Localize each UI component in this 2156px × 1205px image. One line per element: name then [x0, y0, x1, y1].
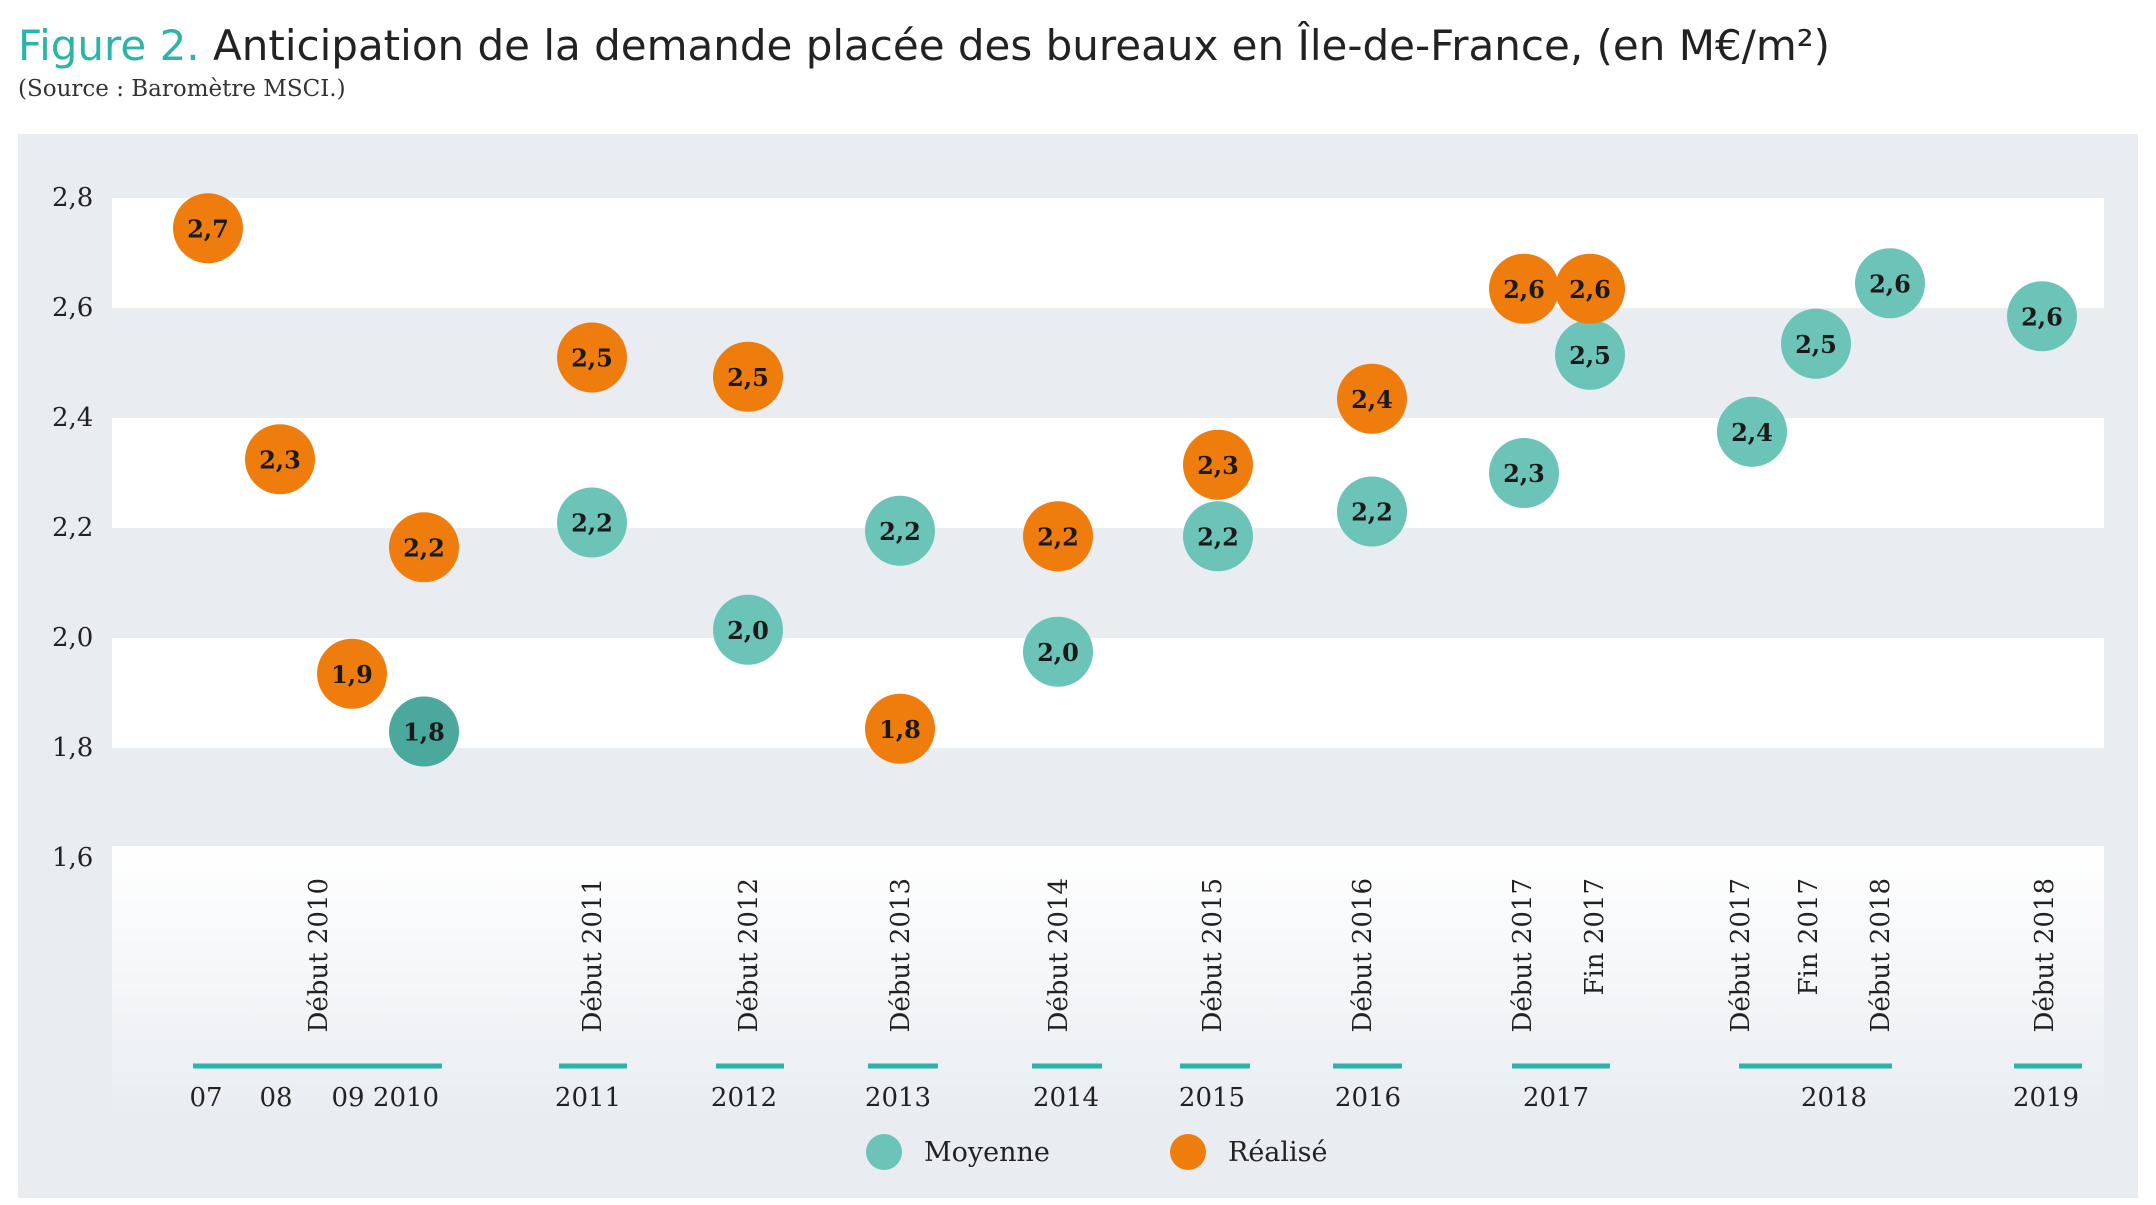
point-moyenne [1337, 476, 1407, 547]
year-label: 2019 [2013, 1083, 2079, 1113]
point-moyenne [389, 696, 459, 767]
point-realise [557, 322, 627, 393]
point-moyenne [2007, 281, 2077, 352]
point-realise [865, 693, 935, 764]
point-label-realise: 2,5 [571, 344, 613, 373]
year-label: 2018 [1801, 1083, 1867, 1113]
year-label: 2012 [711, 1083, 777, 1113]
year-label: 2011 [555, 1083, 621, 1113]
point-label-moyenne: 2,2 [571, 509, 613, 538]
point-label-realise: 2,3 [1197, 451, 1239, 480]
point-moyenne [865, 495, 935, 566]
point-label-moyenne: 2,6 [1869, 269, 1911, 298]
point-realise [713, 341, 783, 412]
legend-item-moyenne: Moyenne [866, 1134, 1050, 1170]
point-label-moyenne: 2,3 [1503, 459, 1545, 488]
y-tick-label: 2,0 [52, 623, 93, 653]
point-moyenne [713, 594, 783, 665]
point-moyenne [1781, 308, 1851, 379]
year-label: 2017 [1523, 1083, 1589, 1113]
point-label-realise: 2,3 [259, 445, 301, 474]
point-realise [1023, 501, 1093, 572]
x-label-area [112, 846, 2104, 1116]
year-label: 2013 [865, 1083, 931, 1113]
point-label-realise: 1,8 [879, 715, 921, 744]
point-moyenne [1555, 319, 1625, 390]
point-label-moyenne: 2,2 [1197, 522, 1239, 551]
y-tick-label: 2,4 [52, 403, 93, 433]
point-moyenne [1489, 438, 1559, 508]
year-label: 2014 [1033, 1083, 1099, 1113]
point-label-moyenne: 2,5 [1795, 330, 1837, 359]
point-realise [1183, 429, 1253, 500]
figure-source: (Source : Baromètre MSCI.) [18, 76, 346, 102]
year-label: 07 [189, 1083, 222, 1113]
period-label: Début 2016 [1348, 878, 1378, 1033]
chart-legend: Moyenne Réalisé [0, 1134, 2156, 1184]
y-tick-label: 2,2 [52, 513, 93, 543]
period-label: Début 2017 [1508, 878, 1538, 1033]
legend-swatch-realise [1170, 1134, 1206, 1170]
period-label: Début 2018 [2030, 878, 2060, 1033]
point-realise [173, 193, 243, 264]
figure-number: Figure 2. [18, 21, 200, 70]
period-label: Fin 2017 [1794, 878, 1824, 996]
period-label: Début 2012 [734, 878, 764, 1033]
y-tick-label: 2,8 [52, 183, 93, 213]
figure-title: Figure 2. Anticipation de la demande pla… [18, 18, 1830, 74]
point-label-realise: 2,2 [403, 533, 445, 562]
period-label: Début 2013 [886, 878, 916, 1033]
point-label-realise: 2,6 [1503, 275, 1545, 304]
point-moyenne [1855, 248, 1925, 319]
point-realise [1555, 253, 1625, 324]
period-label: Début 2015 [1198, 878, 1228, 1033]
point-realise [389, 512, 459, 583]
year-label: 09 [331, 1083, 364, 1113]
year-label: 08 [259, 1083, 292, 1113]
point-realise [1489, 253, 1559, 324]
period-label: Début 2014 [1044, 878, 1074, 1033]
point-realise [1337, 363, 1407, 434]
point-label-moyenne: 2,4 [1731, 418, 1773, 447]
point-label-moyenne: 2,0 [1037, 638, 1079, 667]
grid-band-0 [112, 198, 2104, 308]
point-label-realise: 2,6 [1569, 275, 1611, 304]
legend-label-moyenne: Moyenne [924, 1136, 1050, 1168]
y-tick-label: 1,8 [52, 733, 93, 763]
grid-band-1 [112, 418, 2104, 528]
point-label-moyenne: 2,5 [1569, 341, 1611, 370]
figure-title-text: Anticipation de la demande placée des bu… [213, 21, 1830, 70]
point-label-realise: 2,5 [727, 363, 769, 392]
y-tick-label: 1,6 [52, 843, 93, 873]
point-realise [317, 638, 387, 709]
period-label: Début 2011 [578, 878, 608, 1033]
y-tick-label: 2,6 [52, 293, 93, 323]
year-label: 2010 [373, 1083, 439, 1113]
year-label: 2015 [1179, 1083, 1245, 1113]
point-label-realise: 2,2 [1037, 522, 1079, 551]
point-label-moyenne: 1,8 [403, 718, 445, 747]
point-label-moyenne: 2,0 [727, 616, 769, 645]
period-label: Début 2017 [1726, 878, 1756, 1033]
year-label: 2016 [1335, 1083, 1401, 1113]
point-label-realise: 2,4 [1351, 385, 1393, 414]
figure-header: Figure 2. Anticipation de la demande pla… [18, 18, 1830, 102]
point-moyenne [557, 487, 627, 558]
point-realise [245, 424, 315, 495]
point-moyenne [1023, 616, 1093, 687]
point-moyenne [1717, 396, 1787, 467]
point-label-moyenne: 2,2 [1351, 498, 1393, 527]
legend-swatch-moyenne [866, 1134, 902, 1170]
legend-item-realise: Réalisé [1170, 1134, 1328, 1170]
period-label: Début 2010 [304, 878, 334, 1033]
period-label: Fin 2017 [1580, 878, 1610, 996]
point-label-moyenne: 2,2 [879, 517, 921, 546]
point-label-moyenne: 2,6 [2021, 302, 2063, 331]
period-label: Début 2018 [1866, 878, 1896, 1033]
point-moyenne [1183, 501, 1253, 572]
legend-label-realise: Réalisé [1228, 1136, 1328, 1168]
point-label-realise: 2,7 [187, 214, 229, 243]
point-label-realise: 1,9 [331, 660, 373, 689]
